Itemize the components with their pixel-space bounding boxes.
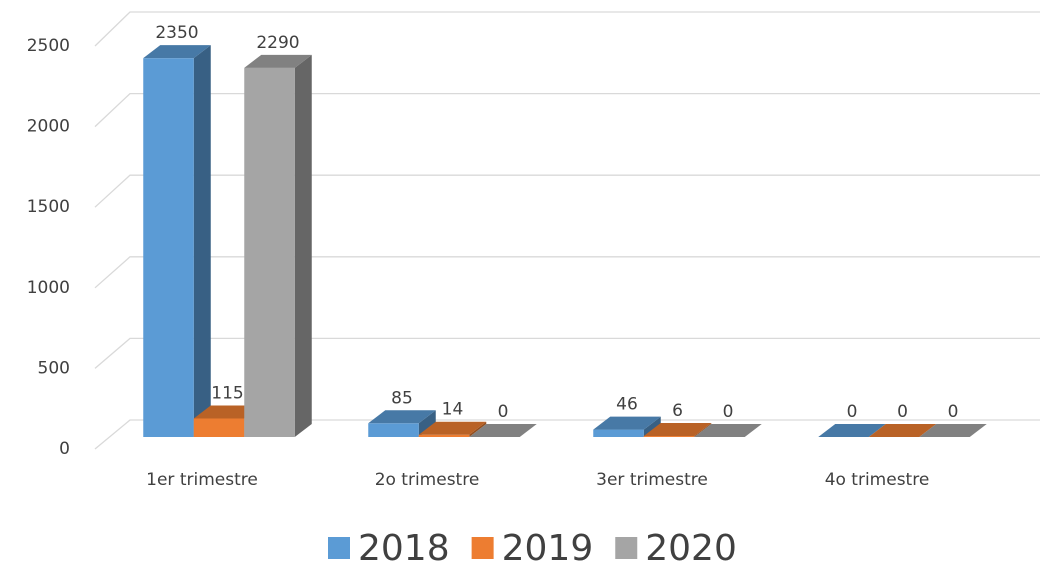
data-label: 115 <box>211 383 243 403</box>
legend-swatch <box>328 537 350 559</box>
bar-top <box>593 416 661 430</box>
bar-side <box>643 416 661 437</box>
bar-top <box>868 424 937 437</box>
bar <box>818 424 886 437</box>
bar-top <box>244 54 312 68</box>
legend-swatch <box>471 537 494 559</box>
bar <box>643 423 712 437</box>
data-label: 14 <box>442 400 464 420</box>
bar <box>418 421 487 437</box>
bar-side <box>469 421 487 437</box>
bar-side <box>193 45 211 438</box>
bar-front <box>244 67 295 438</box>
bar-top <box>418 421 487 435</box>
data-label: 0 <box>498 402 509 422</box>
data-label: 0 <box>897 402 908 422</box>
bar-side <box>294 54 312 438</box>
data-label: 6 <box>672 401 683 421</box>
grid-line <box>94 337 1040 369</box>
data-label: 46 <box>616 395 638 415</box>
bar <box>244 54 312 438</box>
data-label: 0 <box>723 402 734 422</box>
y-tick-label: 2000 <box>27 117 70 137</box>
bar <box>143 45 211 438</box>
y-tick-label: 1000 <box>27 278 70 298</box>
bar-front <box>593 429 644 437</box>
bar-top <box>694 424 762 437</box>
data-label: 2350 <box>155 23 198 43</box>
legend-text: 2020 <box>645 528 737 567</box>
grid-line <box>94 419 1040 450</box>
grid-line <box>94 92 1040 128</box>
data-label: 85 <box>391 388 413 408</box>
x-tick-label: 3er trimestre <box>596 470 708 490</box>
bar-front <box>193 418 245 437</box>
bar-top <box>919 424 987 437</box>
bar-front <box>143 58 194 438</box>
y-tick-label: 2500 <box>27 36 70 56</box>
bar-top <box>143 45 211 59</box>
y-tick-label: 0 <box>59 439 70 459</box>
x-tick-label: 1er trimestre <box>146 470 258 490</box>
bar-top <box>818 424 886 437</box>
bar <box>694 424 762 437</box>
data-label: 2290 <box>256 33 299 53</box>
bar <box>593 416 661 437</box>
grid-line <box>94 11 1040 47</box>
bar-top <box>469 424 537 437</box>
bar-side <box>418 410 436 437</box>
bar <box>919 424 987 437</box>
y-tick-label: 500 <box>38 358 70 378</box>
bar-front <box>368 423 419 437</box>
bar <box>368 410 436 437</box>
data-label: 0 <box>847 402 858 422</box>
bar-top <box>368 410 436 424</box>
bar-front <box>643 436 695 437</box>
legend-text: 2018 <box>358 528 450 567</box>
bar <box>469 424 537 437</box>
grid-line <box>94 256 1040 289</box>
bar-top <box>643 423 712 437</box>
legend-text: 2019 <box>502 528 594 567</box>
x-tick-label: 4o trimestre <box>825 470 930 490</box>
data-label: 0 <box>948 402 959 422</box>
grid-line <box>94 174 1040 208</box>
bar-front <box>418 434 470 437</box>
bar-side <box>694 423 712 437</box>
bar <box>868 424 937 437</box>
y-tick-label: 1500 <box>27 197 70 217</box>
legend-swatch <box>615 537 638 559</box>
x-tick-label: 2o trimestre <box>375 470 480 490</box>
